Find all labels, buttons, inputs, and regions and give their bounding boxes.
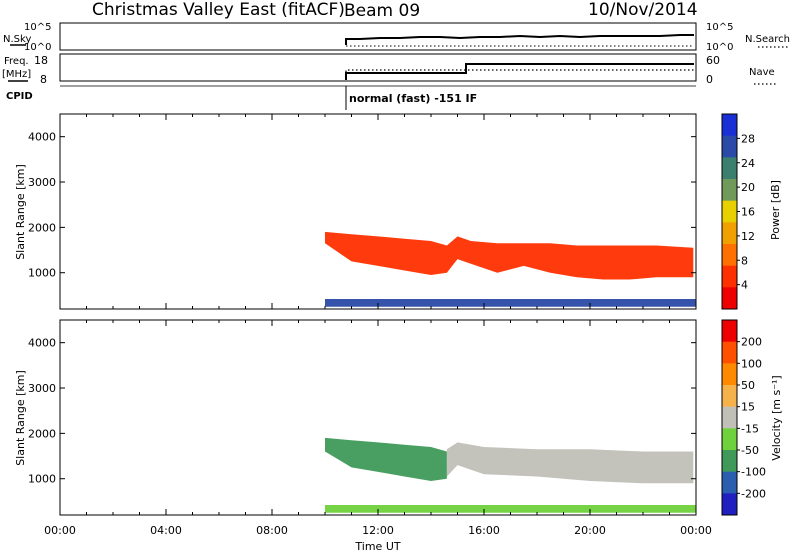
velocity-colorbar-tick-label: -100: [741, 466, 766, 479]
power-colorbar-tick-label: 4: [741, 279, 748, 292]
xtick-label: 00:00: [44, 524, 76, 537]
power-colorbar-tick-label: 28: [741, 132, 755, 145]
velocity-ylabel: Slant Range [km]: [14, 370, 27, 466]
power-colorbar-seg: [722, 114, 737, 137]
velocity-colorbar-seg: [722, 385, 737, 408]
velocity-data: [325, 437, 696, 513]
freq-tick-bottom: 8: [40, 73, 47, 86]
velocity-colorbar-label: Velocity [m s⁻¹]: [770, 375, 783, 460]
velocity-colorbar-frame: [721, 319, 738, 516]
power-ylabel: Slant Range [km]: [14, 164, 27, 260]
velocity-band-0: [325, 437, 447, 481]
velocity-colorbar-seg: [722, 428, 737, 451]
power-colorbar-seg: [722, 179, 737, 202]
xtick-label: 04:00: [150, 524, 182, 537]
velocity-ytick-label: 3000: [28, 382, 56, 395]
nsky-tick-top: 10^5: [24, 22, 51, 33]
nsky-tick-bottom: 10^0: [24, 42, 51, 53]
freq-trace: [345, 63, 694, 80]
power-colorbar: 28 24 20 16 12 8 4: [721, 113, 755, 310]
freq-tick-top: 18: [34, 54, 48, 67]
power-ytick-label: 1000: [28, 267, 56, 280]
nsearch-label: N.Search: [745, 34, 790, 45]
power-colorbar-tick-label: 8: [741, 254, 748, 267]
velocity-colorbar-seg: [722, 406, 737, 429]
xlabel: Time UT: [354, 540, 400, 553]
velocity-ytick-label: 4000: [28, 337, 56, 350]
power-colorbar-seg: [722, 157, 737, 180]
velocity-colorbar-seg: [722, 341, 737, 364]
beam-label: Beam 09: [344, 1, 420, 21]
nsky-label: N.Sky: [3, 34, 31, 45]
velocity-colorbar-seg: [722, 320, 737, 343]
power-y-axis: 1000 2000 3000 4000: [28, 114, 697, 309]
velocity-colorbar-tick-label: 15: [741, 401, 755, 414]
velocity-panel: 1000 2000 3000 4000 Slant Range [km] 200 100…: [14, 319, 783, 516]
freq-unit: [MHz]: [2, 69, 31, 80]
date-label: 10/Nov/2014: [588, 0, 698, 20]
nsearch-tick-top: 10^5: [706, 22, 733, 33]
nave-tick-top: 60: [706, 54, 720, 67]
velocity-colorbar: 200 100 50 15 -15 -50 -100 -200: [721, 319, 766, 516]
power-colorbar-seg: [722, 222, 737, 245]
nave-tick-bottom: 0: [706, 73, 713, 86]
nsky-panel: [59, 22, 697, 51]
xtick-label: 16:00: [468, 524, 500, 537]
velocity-plot-area: [60, 320, 696, 515]
time-axis: 00:00 04:00 08:00 12:00 16:00 20:00 00:00: [44, 524, 712, 537]
power-colorbar-tick-label: 24: [741, 157, 755, 170]
velocity-band-2: [325, 505, 696, 513]
velocity-colorbar-tick-label: -15: [741, 422, 759, 435]
nave-label: Nave: [749, 67, 775, 78]
power-plot-area: [60, 114, 696, 309]
velocity-ytick-label: 2000: [28, 427, 56, 440]
xtick-label: 12:00: [362, 524, 394, 537]
xtick-label: 20:00: [574, 524, 606, 537]
freq-label: Freq.: [4, 56, 29, 67]
velocity-colorbar-seg: [722, 493, 737, 516]
nsearch-tick-bottom: 10^0: [706, 42, 733, 53]
velocity-y-axis: 1000 2000 3000 4000: [28, 320, 697, 515]
power-colorbar-seg: [722, 200, 737, 223]
station-title: Christmas Valley East (fitACF): [92, 0, 345, 20]
nave-trace: [345, 69, 694, 80]
cpid-text: normal (fast) -151 IF: [349, 92, 477, 105]
velocity-colorbar-tick-label: 50: [741, 379, 755, 392]
power-ytick-label: 3000: [28, 176, 56, 189]
power-band-0: [325, 231, 694, 280]
power-ytick-label: 2000: [28, 221, 56, 234]
xtick-label: 00:00: [680, 524, 712, 537]
cpid-label: CPID: [6, 91, 33, 102]
velocity-colorbar-seg: [722, 363, 737, 386]
velocity-band-1: [446, 442, 694, 484]
power-band-1: [325, 299, 696, 307]
power-colorbar-seg: [722, 135, 737, 158]
power-colorbar-seg: [722, 244, 737, 267]
power-colorbar-label: Power [dB]: [769, 180, 782, 240]
power-colorbar-tick-label: 12: [741, 230, 755, 243]
power-data: [325, 231, 696, 307]
power-ytick-label: 4000: [28, 131, 56, 144]
velocity-colorbar-tick-label: -200: [741, 487, 766, 500]
nsky-trace: [345, 34, 694, 45]
power-colorbar-tick-label: 16: [741, 206, 755, 219]
velocity-colorbar-tick-label: 200: [741, 336, 762, 349]
velocity-ytick-label: 1000: [28, 473, 56, 486]
power-colorbar-seg: [722, 265, 737, 288]
velocity-colorbar-tick-label: 100: [741, 357, 762, 370]
power-panel: 1000 2000 3000 4000 Slant Range [km] 28 24 20…: [14, 113, 782, 310]
velocity-colorbar-seg: [722, 450, 737, 473]
power-colorbar-tick-label: 20: [741, 181, 755, 194]
velocity-colorbar-tick-label: -50: [741, 444, 759, 457]
power-colorbar-seg: [722, 287, 737, 310]
velocity-colorbar-seg: [722, 471, 737, 494]
xtick-label: 08:00: [256, 524, 288, 537]
freq-panel: [59, 53, 697, 82]
